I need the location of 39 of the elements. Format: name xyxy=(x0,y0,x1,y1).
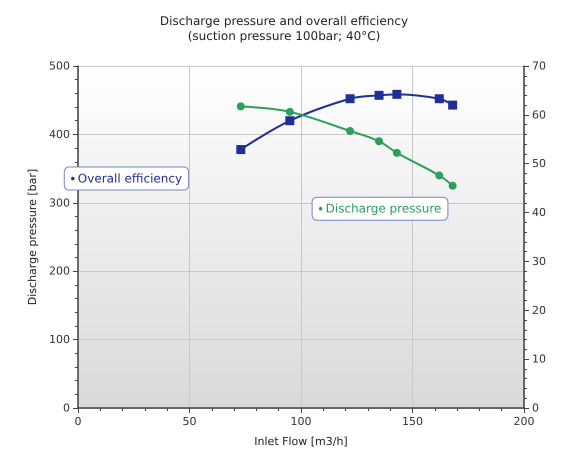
y-tick-label: 500 xyxy=(49,60,70,72)
point xyxy=(375,137,384,146)
y2-tick-label: 30 xyxy=(532,254,546,268)
legend-label: Discharge pressure xyxy=(326,202,442,216)
y2-tick-label: 50 xyxy=(532,157,546,170)
point xyxy=(285,116,294,126)
x-axis-title: Inlet Flow [m3/h] xyxy=(254,435,348,448)
point xyxy=(236,102,245,110)
point xyxy=(448,182,457,190)
y2-tick-label: 10 xyxy=(532,352,546,366)
point xyxy=(346,94,355,104)
point xyxy=(346,126,354,135)
legend-label: Overall efficiency xyxy=(78,172,182,186)
point xyxy=(434,94,444,104)
chart-title: Discharge pressure and overall efficiency xyxy=(160,14,408,28)
y2-tick-label: 40 xyxy=(532,206,546,220)
point xyxy=(236,145,246,154)
point xyxy=(392,148,401,157)
y2-tick-label: 60 xyxy=(532,108,546,122)
y-tick-label: 0 xyxy=(63,402,70,414)
y-tick-label: 400 xyxy=(49,128,70,141)
point xyxy=(435,171,444,180)
y-tick-label: 200 xyxy=(49,264,70,278)
x-tick-label: 0 xyxy=(74,415,82,428)
x-tick-label: 200 xyxy=(514,415,534,428)
point xyxy=(374,90,384,100)
y-tick-label: 300 xyxy=(49,196,70,210)
x-tick-label: 150 xyxy=(402,415,423,428)
y2-tick-label: 20 xyxy=(532,304,546,317)
y-axis-title: Discharge pressure [bar] xyxy=(26,168,39,306)
y2-tick-label: 0 xyxy=(532,402,539,414)
point xyxy=(392,90,402,99)
y-tick-label: 100 xyxy=(49,333,70,346)
x-tick-label: 50 xyxy=(182,415,196,428)
chart-subtitle: (suction pressure 100bar; 40°C) xyxy=(188,29,380,43)
point xyxy=(286,108,294,116)
point xyxy=(448,100,458,110)
x-tick-label: 100 xyxy=(290,415,312,428)
y2-tick-label: 70 xyxy=(532,60,546,72)
